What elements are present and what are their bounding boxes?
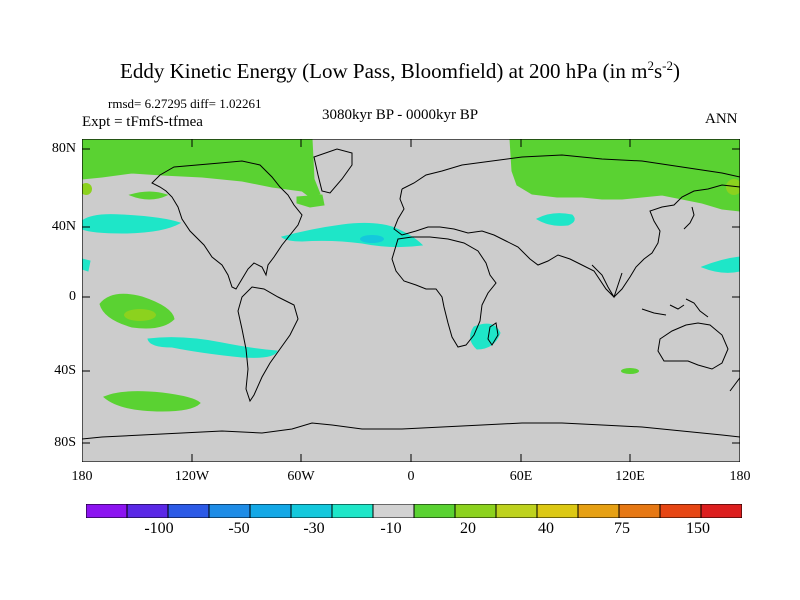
colorbar-box: [167, 504, 210, 518]
season-label: ANN: [705, 111, 738, 127]
north-america-arctic-positive: [82, 139, 321, 198]
colorbar-box: [618, 504, 661, 518]
coast-antarctica: [82, 422, 740, 440]
colorbar-box: [577, 504, 620, 518]
colorbar-box: [536, 504, 579, 518]
y-ticks: [82, 148, 740, 444]
colorbar-label-40: 40: [538, 520, 554, 537]
east-pacific-tropical-negative: [82, 258, 91, 272]
far-east-edge-positive: [726, 179, 740, 195]
positive-anomaly-regions: [82, 139, 740, 412]
colorbar-box: [86, 504, 128, 518]
colorbar-box: [290, 504, 333, 518]
coast-japan: [683, 206, 695, 230]
coast-new-zealand: [729, 376, 740, 392]
y-tick-0: 0: [69, 289, 76, 304]
colorbar-box: [454, 504, 497, 518]
west-pacific-negative: [700, 256, 740, 273]
north-atlantic-core: [360, 235, 384, 243]
colorbar-label-20: 20: [460, 520, 476, 537]
north-pacific-negative: [82, 214, 182, 234]
coast-greenland: [313, 148, 353, 194]
colorbar-box: [208, 504, 251, 518]
colorbar-box: [249, 504, 292, 518]
y-tick-40n: 40N: [51, 219, 76, 234]
colorbar-label-minus100: -100: [144, 520, 174, 537]
x-tick-60e: 60E: [509, 469, 533, 484]
coast-north-america: [151, 160, 303, 290]
coast-indonesia: [641, 298, 709, 318]
south-pacific-core: [124, 309, 156, 321]
north-atlantic-negative: [280, 222, 424, 248]
southern-ocean-positive: [103, 391, 201, 412]
x-tick-180-left: 180: [71, 469, 93, 484]
colorbar-box: [331, 504, 374, 518]
x-tick-120w: 120W: [174, 469, 210, 484]
colorbar-label-minus50: -50: [228, 520, 250, 537]
colorbar-label-75: 75: [614, 520, 630, 537]
mediterranean-negative: [535, 213, 575, 226]
atlantic-small-positive: [296, 194, 325, 208]
x-tick-120e: 120E: [615, 469, 645, 484]
coast-madagascar: [487, 322, 499, 346]
colorbar-box: [495, 504, 538, 518]
coastlines: [82, 148, 740, 440]
stats-text: rmsd= 6.27295 diff= 1.02261: [108, 96, 262, 111]
colorbar-box: [372, 504, 415, 518]
coast-australia: [657, 322, 729, 370]
far-west-edge-positive: [82, 183, 92, 195]
colorbar-box: [413, 504, 456, 518]
colorbar-label-minus30: -30: [303, 520, 325, 537]
coast-eurasia: [393, 154, 740, 298]
y-tick-80n: 80N: [51, 141, 76, 156]
indian-ocean-small-positive: [621, 368, 639, 374]
colorbar-box: [700, 504, 742, 518]
coast-africa: [391, 236, 497, 348]
coast-india: [591, 264, 623, 299]
experiment-label: Expt = tFmfS-tfmea: [82, 114, 203, 130]
plot-title: Eddy Kinetic Energy (Low Pass, Bloomfiel…: [120, 58, 680, 83]
x-tick-180-right: 180: [729, 469, 751, 484]
x-ticks: [191, 139, 631, 462]
colorbar-label-minus10: -10: [380, 520, 402, 537]
colorbar-box: [659, 504, 702, 518]
y-tick-80s: 80S: [54, 435, 76, 450]
x-tick-0: 0: [407, 469, 415, 484]
colorbar: [86, 504, 742, 518]
colorbar-box: [126, 504, 169, 518]
siberia-positive: [509, 139, 740, 212]
north-pacific-small-positive: [128, 191, 169, 200]
colorbar-label-150: 150: [686, 520, 710, 537]
map-plot: [82, 139, 740, 462]
y-tick-40s: 40S: [54, 363, 76, 378]
coast-south-america: [237, 286, 299, 403]
south-pacific-subtropical-negative: [147, 337, 278, 358]
x-tick-60w: 60W: [287, 469, 315, 484]
negative-anomaly-regions: [82, 213, 740, 358]
period-label: 3080kyr BP - 0000kyr BP: [322, 107, 479, 123]
